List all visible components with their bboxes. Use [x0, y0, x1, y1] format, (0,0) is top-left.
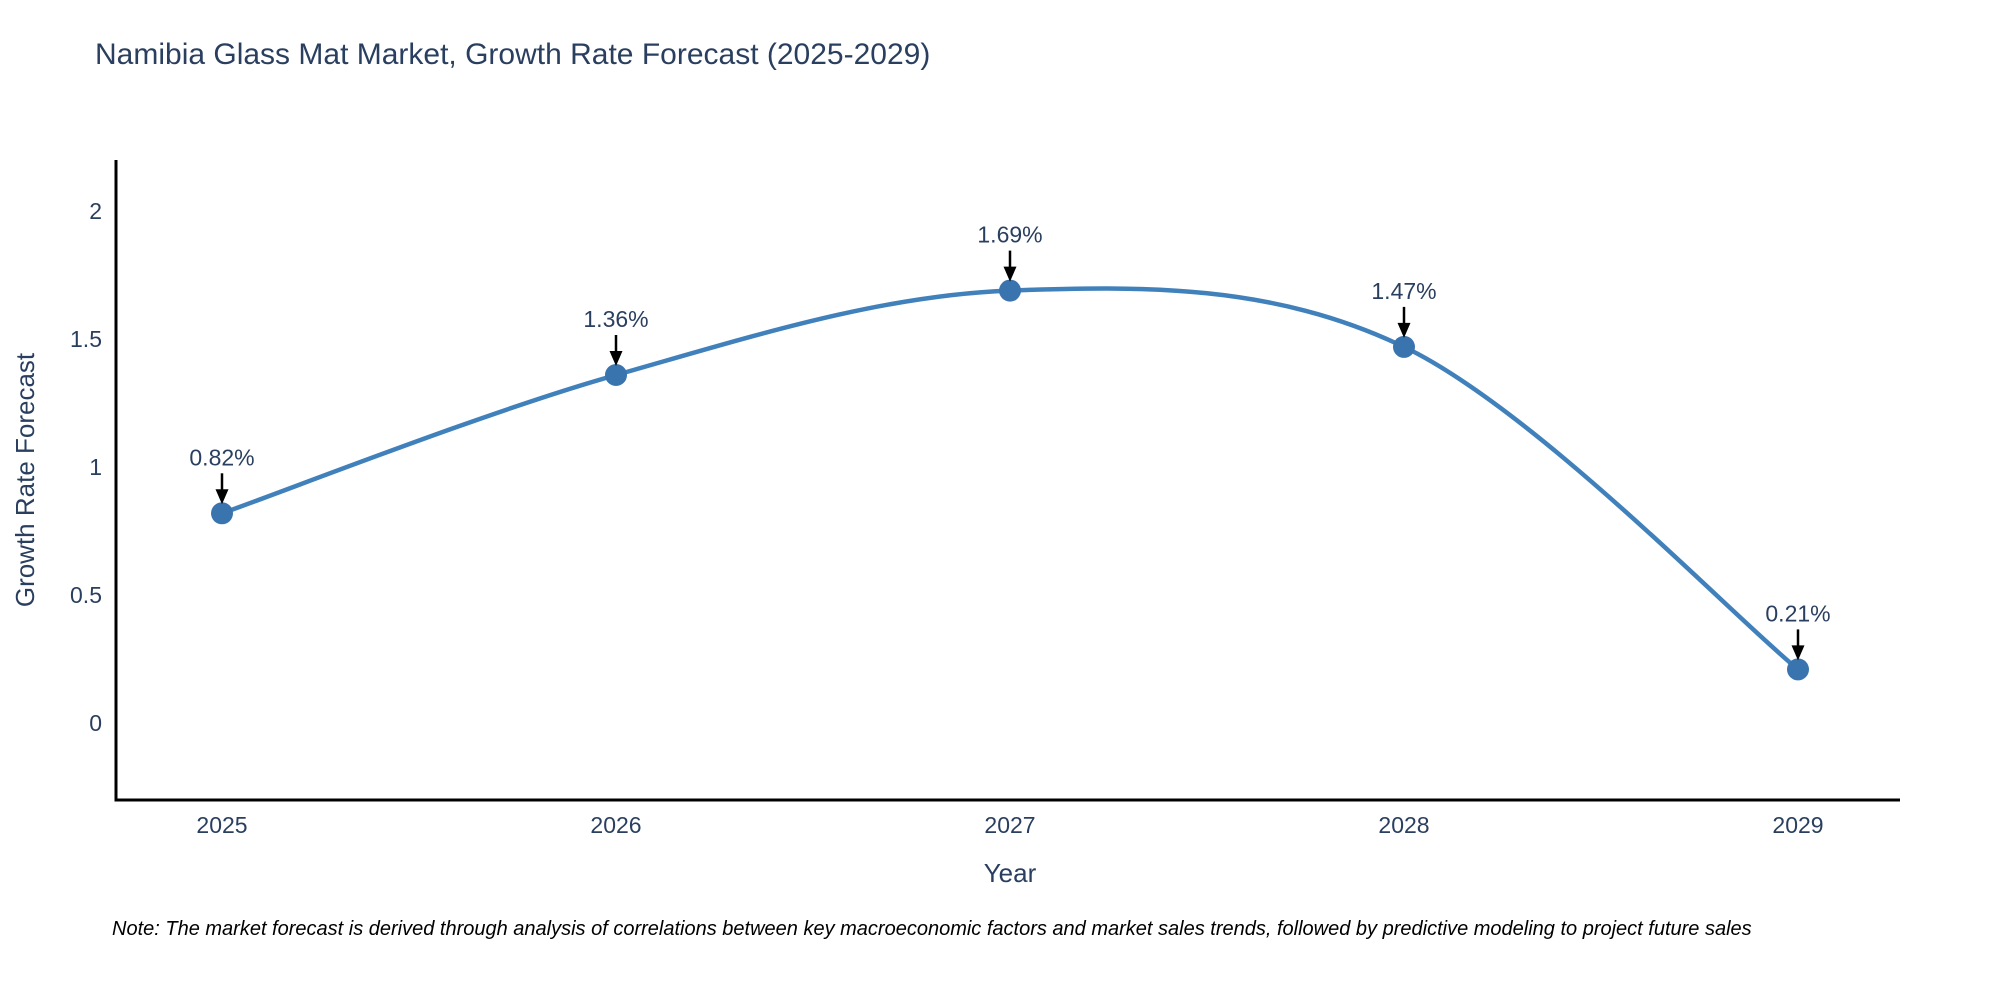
- annotation-arrowhead: [1791, 645, 1805, 661]
- data-point-label: 1.69%: [977, 222, 1042, 248]
- y-tick-label: 0.5: [70, 582, 102, 608]
- y-tick-label: 2: [89, 198, 102, 224]
- chart-title: Namibia Glass Mat Market, Growth Rate Fo…: [95, 38, 931, 71]
- annotation-arrowhead: [215, 489, 229, 505]
- data-point-label: 0.21%: [1765, 600, 1830, 626]
- x-tick-label: 2025: [196, 812, 247, 838]
- data-point-label: 1.36%: [583, 306, 648, 332]
- data-point-marker: [1393, 335, 1415, 358]
- data-point-label: 0.82%: [189, 444, 254, 470]
- data-point-marker: [211, 502, 233, 525]
- axes-layer: [114, 160, 1900, 802]
- y-tick-label: 0: [89, 710, 102, 736]
- x-tick-label: 2026: [590, 812, 641, 838]
- y-tick-label: 1: [89, 454, 102, 480]
- data-point-marker: [1787, 658, 1809, 681]
- data-point-label: 1.47%: [1371, 278, 1436, 304]
- annotation-arrowhead: [1003, 266, 1017, 282]
- x-tick-label: 2028: [1378, 812, 1429, 838]
- data-point-marker: [999, 279, 1021, 302]
- y-axis-title: Growth Rate Forecast: [10, 352, 40, 607]
- series-line: [219, 286, 1801, 672]
- annotations-layer: 0.82% 1.36% 1.69% 1.47% 0.21%: [189, 222, 1831, 661]
- series-layer: [211, 279, 1809, 681]
- x-tick-label: 2027: [984, 812, 1035, 838]
- annotation-arrowhead: [609, 351, 623, 366]
- y-tick-label: 1.5: [70, 326, 102, 352]
- ticks-layer: 0 0.5 1 1.5 2 2025 2026 2027 2028 2029: [70, 198, 1824, 838]
- footnote: Note: The market forecast is derived thr…: [112, 918, 1752, 940]
- data-point-marker: [605, 364, 627, 386]
- annotation-arrowhead: [1397, 322, 1411, 338]
- x-tick-label: 2029: [1772, 812, 1823, 838]
- x-axis-title: Year: [984, 858, 1037, 888]
